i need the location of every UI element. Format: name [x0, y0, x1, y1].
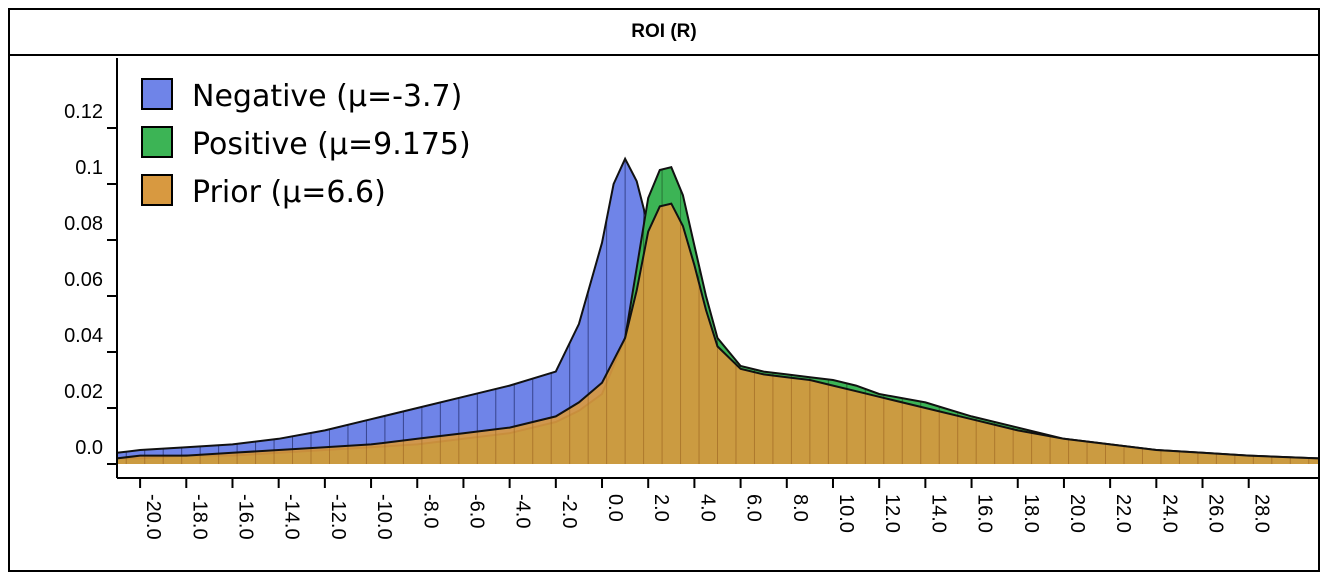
x-tick-label: 10.0	[835, 494, 857, 533]
y-tick-label: 0.08	[64, 213, 103, 235]
y-tick-label: 0.0	[75, 437, 103, 459]
y-tick-label: 0.04	[64, 325, 103, 347]
x-tick-label: 0.0	[604, 494, 626, 522]
legend-label: Negative (μ=-3.7)	[192, 79, 462, 114]
x-tick-label: 20.0	[1066, 494, 1088, 533]
x-tick-label: -8.0	[419, 494, 441, 528]
series-2	[116, 202, 1319, 464]
x-tick-label: 26.0	[1205, 494, 1227, 533]
x-tick-label: -16.0	[234, 494, 256, 540]
series-area	[117, 203, 1318, 464]
y-tick-label: 0.1	[75, 157, 103, 179]
x-tick-label: 18.0	[1020, 494, 1042, 533]
chart-title: ROI (R)	[10, 10, 1318, 56]
legend-swatch	[141, 174, 173, 206]
x-tick-label: -6.0	[465, 494, 487, 528]
legend-swatch	[141, 126, 173, 158]
x-tick-label: 16.0	[974, 494, 996, 533]
y-tick-label: 0.06	[64, 269, 103, 291]
x-tick-label: 24.0	[1158, 494, 1180, 533]
x-tick-label: -18.0	[188, 494, 210, 540]
legend-swatch	[141, 78, 173, 110]
x-tick-label: -2.0	[558, 494, 580, 528]
x-tick-label: 6.0	[743, 494, 765, 522]
legend: Negative (μ=-3.7) Positive (μ=9.175) Prior…	[141, 78, 471, 210]
series-outline	[116, 202, 1319, 460]
x-tick-label: -4.0	[512, 494, 534, 528]
x-tick-label: 12.0	[881, 494, 903, 533]
x-tick-label: 14.0	[927, 494, 949, 533]
x-tick-label: 28.0	[1251, 494, 1273, 533]
legend-label: Positive (μ=9.175)	[192, 127, 471, 162]
y-tick-label: 0.02	[64, 381, 103, 403]
y-tick-label: 0.12	[64, 101, 103, 123]
x-tick-label: -10.0	[373, 494, 395, 540]
x-tick-label: 2.0	[650, 494, 672, 522]
x-tick-label: 4.0	[696, 494, 718, 522]
x-tick-label: 22.0	[1112, 494, 1134, 533]
x-tick-label: -12.0	[327, 494, 349, 540]
x-tick-label: 8.0	[789, 494, 811, 522]
x-tick-label: -20.0	[142, 494, 164, 540]
x-tick-label: -14.0	[281, 494, 303, 540]
legend-label: Prior (μ=6.6)	[192, 175, 386, 210]
